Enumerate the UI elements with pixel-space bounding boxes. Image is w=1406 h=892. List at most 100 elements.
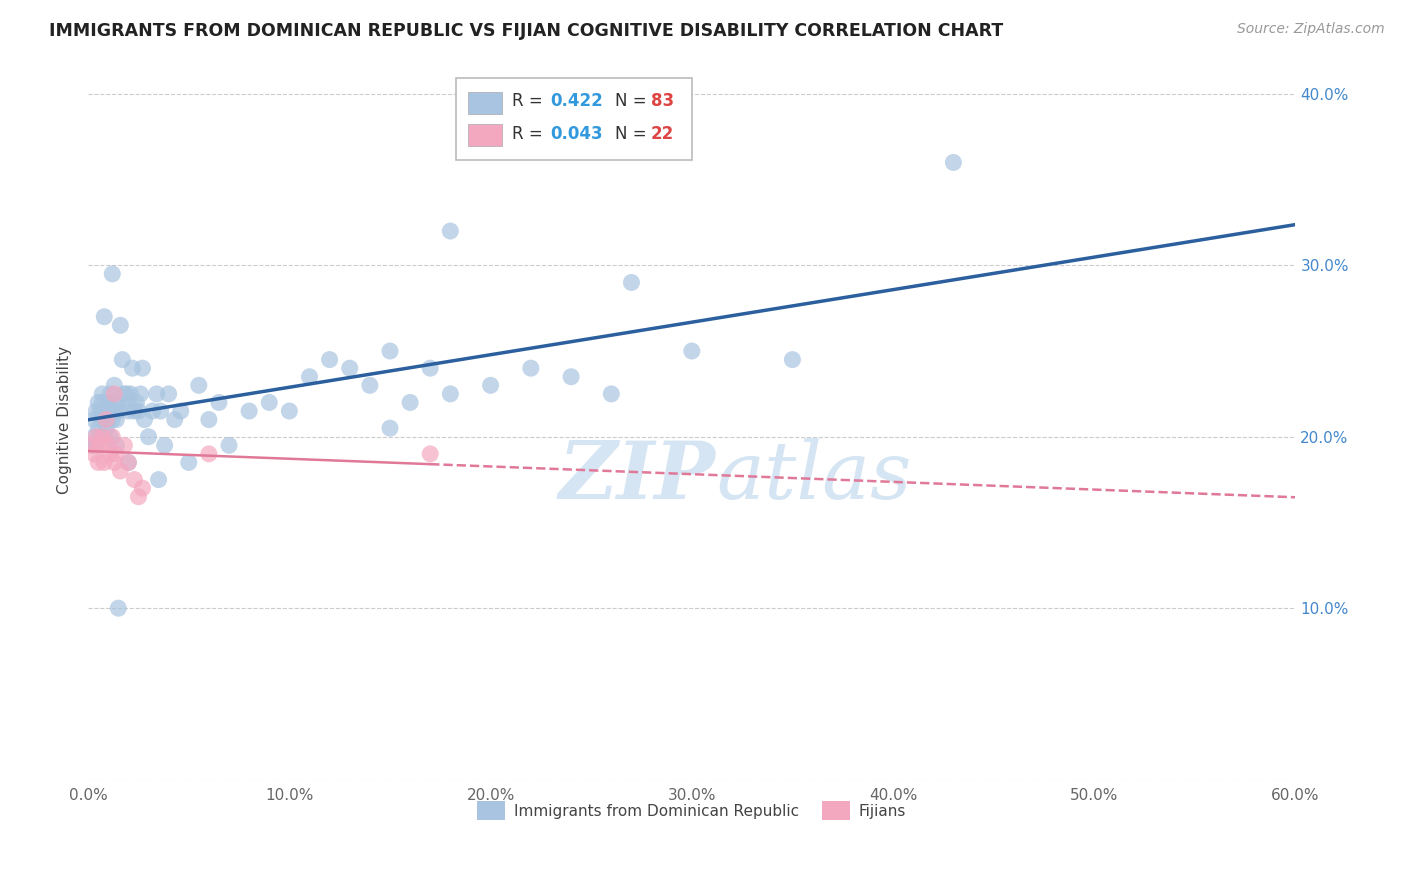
Point: [378, 421, 401, 435]
Point: [134, 412, 156, 426]
Point: [170, 404, 193, 418]
Point: [117, 455, 139, 469]
Text: IMMIGRANTS FROM DOMINICAN REPUBLIC VS FIJIAN COGNITIVE DISABILITY CORRELATION CH: IMMIGRANTS FROM DOMINICAN REPUBLIC VS FI…: [49, 22, 1004, 40]
Text: N =: N =: [614, 93, 651, 111]
Point: [600, 387, 623, 401]
Point: [91, 387, 114, 401]
Point: [520, 361, 543, 376]
Point: [101, 404, 124, 418]
Point: [96, 412, 118, 426]
Point: [127, 490, 149, 504]
Point: [298, 369, 321, 384]
Point: [89, 438, 111, 452]
Point: [620, 276, 643, 290]
Point: [107, 404, 129, 418]
Point: [257, 395, 280, 409]
Point: [399, 395, 422, 409]
Bar: [468, 92, 502, 113]
Text: 22: 22: [651, 125, 673, 143]
Point: [93, 310, 115, 324]
Point: [93, 404, 115, 418]
Point: [89, 430, 111, 444]
Point: [89, 404, 111, 418]
Point: [782, 352, 804, 367]
Point: [107, 601, 129, 615]
Point: [278, 404, 301, 418]
Point: [177, 455, 200, 469]
Point: [105, 438, 128, 452]
Text: N =: N =: [614, 125, 651, 143]
Point: [148, 473, 170, 487]
Point: [112, 387, 135, 401]
Point: [82, 438, 104, 452]
Point: [98, 387, 121, 401]
Point: [101, 412, 124, 426]
Point: [129, 387, 152, 401]
Text: 0.043: 0.043: [551, 125, 603, 143]
Point: [87, 455, 110, 469]
Text: R =: R =: [512, 93, 548, 111]
Point: [111, 352, 134, 367]
Point: [124, 404, 146, 418]
Point: [419, 361, 441, 376]
Point: [112, 438, 135, 452]
Text: R =: R =: [512, 125, 548, 143]
Point: [96, 421, 118, 435]
Point: [163, 412, 186, 426]
Point: [101, 267, 124, 281]
Point: [83, 412, 105, 426]
Point: [91, 430, 114, 444]
Point: [124, 473, 146, 487]
Point: [117, 404, 139, 418]
Point: [419, 447, 441, 461]
Legend: Immigrants from Dominican Republic, Fijians: Immigrants from Dominican Republic, Fiji…: [471, 795, 912, 826]
Point: [439, 387, 461, 401]
Point: [125, 395, 148, 409]
Point: [198, 412, 221, 426]
Point: [439, 224, 461, 238]
Point: [110, 318, 132, 333]
Point: [138, 430, 160, 444]
Point: [84, 438, 107, 452]
Point: [91, 395, 114, 409]
Point: [105, 412, 128, 426]
Point: [208, 395, 231, 409]
Point: [82, 438, 104, 452]
Point: [198, 447, 221, 461]
Y-axis label: Cognitive Disability: Cognitive Disability: [58, 345, 72, 493]
Point: [187, 378, 209, 392]
Point: [105, 447, 128, 461]
Point: [153, 438, 176, 452]
Point: [318, 352, 340, 367]
Text: 0.422: 0.422: [551, 93, 603, 111]
Text: 83: 83: [651, 93, 673, 111]
Point: [97, 404, 120, 418]
Point: [117, 455, 139, 469]
Point: [93, 455, 115, 469]
Point: [97, 412, 120, 426]
Text: Source: ZipAtlas.com: Source: ZipAtlas.com: [1237, 22, 1385, 37]
Point: [84, 430, 107, 444]
Point: [218, 438, 240, 452]
Point: [681, 344, 703, 359]
Point: [145, 387, 167, 401]
Point: [157, 387, 180, 401]
Point: [91, 412, 114, 426]
Point: [83, 447, 105, 461]
Point: [131, 481, 153, 495]
Point: [83, 430, 105, 444]
Point: [141, 404, 163, 418]
Point: [359, 378, 381, 392]
Point: [103, 455, 125, 469]
Point: [107, 395, 129, 409]
Point: [98, 447, 121, 461]
Point: [149, 404, 172, 418]
Point: [131, 361, 153, 376]
Point: [103, 387, 125, 401]
Point: [87, 421, 110, 435]
Point: [93, 430, 115, 444]
Point: [96, 412, 118, 426]
Point: [110, 464, 132, 478]
Point: [339, 361, 361, 376]
Point: [942, 155, 965, 169]
